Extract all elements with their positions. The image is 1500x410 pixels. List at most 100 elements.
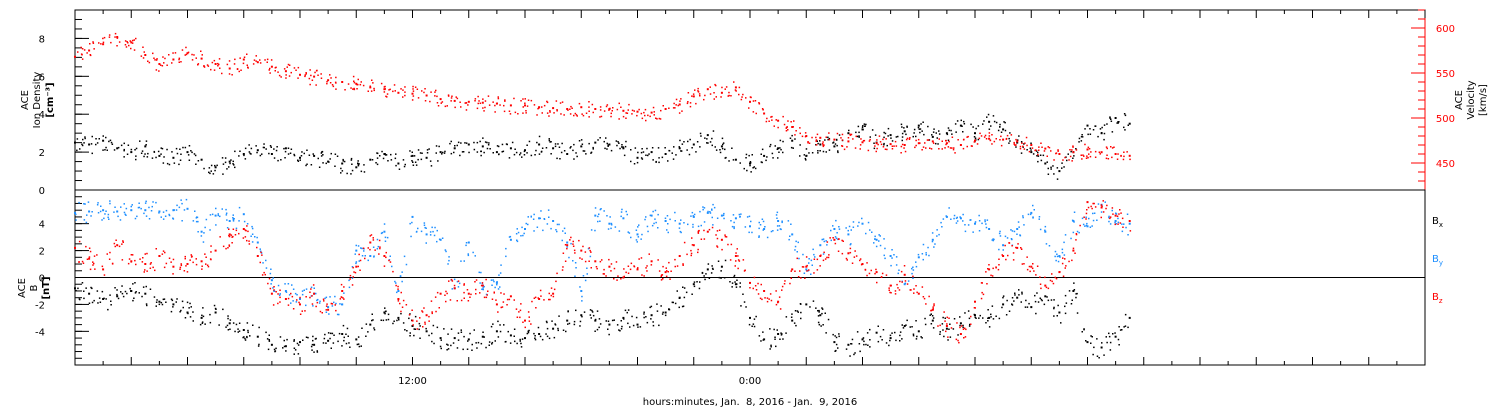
series-dot-bx	[882, 329, 885, 331]
data-point-bx	[383, 311, 386, 314]
series-dot-by	[751, 231, 753, 234]
series-dot-bz	[431, 312, 433, 315]
series-dot-velocity	[631, 109, 634, 112]
series-dot-ion-density	[208, 167, 211, 169]
series-dot-velocity	[1075, 149, 1078, 151]
series-dot-bx	[988, 326, 991, 328]
series-dot-bz	[904, 280, 907, 282]
series-dot-by	[1104, 201, 1106, 203]
series-dot-by	[1111, 209, 1113, 212]
series-dot-bx	[98, 297, 101, 299]
series-dot-velocity	[1038, 149, 1040, 151]
data-point-bx	[200, 316, 203, 319]
series-dot-bx	[899, 340, 901, 342]
series-dot-bx	[745, 306, 747, 308]
series-dot-bz	[610, 270, 612, 272]
series-dot-bz	[790, 270, 792, 272]
series-dot-bx	[1101, 342, 1103, 344]
series-dot-bz	[299, 313, 302, 315]
series-dot-velocity	[172, 52, 174, 54]
series-dot-ion-density	[342, 158, 344, 161]
series-dot-ion-density	[1000, 131, 1003, 133]
series-dot-by	[217, 213, 219, 215]
series-dot-velocity	[184, 54, 186, 56]
series-dot-bx	[1060, 322, 1062, 324]
series-dot-bx	[293, 340, 295, 342]
series-dot-ion-density	[519, 153, 521, 156]
series-dot-bz	[108, 258, 111, 260]
series-dot-bz	[1029, 270, 1031, 273]
series-dot-bx	[182, 306, 184, 309]
data-point-velocity	[355, 82, 358, 85]
data-point-bx	[397, 316, 400, 319]
series-dot-bz	[570, 236, 572, 239]
series-dot-ion-density	[581, 143, 584, 145]
series-dot-by	[232, 217, 234, 219]
series-dot-ion-density	[1053, 173, 1055, 175]
series-dot-velocity	[295, 69, 297, 71]
series-dot-velocity	[492, 101, 494, 103]
data-point-bz	[538, 298, 541, 300]
data-point-bz	[608, 265, 611, 268]
series-dot-ion-density	[920, 123, 922, 125]
series-dot-velocity	[662, 105, 664, 107]
data-point-bz	[284, 298, 287, 300]
series-dot-by	[1109, 223, 1112, 225]
series-dot-velocity	[727, 95, 729, 97]
series-dot-bx	[155, 305, 157, 307]
series-dot-ion-density	[1084, 128, 1086, 130]
series-dot-velocity	[966, 136, 968, 138]
series-dot-ion-density	[1017, 139, 1019, 141]
series-dot-bx	[557, 327, 559, 330]
series-dot-bx	[419, 337, 421, 339]
series-dot-ion-density	[528, 140, 531, 143]
series-dot-by	[603, 210, 605, 212]
series-dot-bx	[155, 301, 158, 303]
series-dot-velocity	[290, 71, 292, 74]
series-dot-velocity	[509, 113, 512, 115]
series-dot-by	[587, 247, 590, 250]
series-dot-bz	[784, 280, 786, 282]
series-dot-bx	[229, 328, 231, 330]
series-dot-ion-density	[141, 150, 144, 152]
series-dot-bx	[863, 343, 865, 346]
series-dot-ion-density	[113, 149, 116, 151]
series-dot-bx	[736, 279, 738, 281]
data-point-bx	[1002, 303, 1005, 306]
data-point-bx	[1030, 306, 1033, 309]
data-point-bx	[566, 319, 569, 322]
series-dot-ion-density	[754, 167, 757, 170]
data-point-by	[299, 298, 301, 300]
series-dot-ion-density	[83, 142, 85, 144]
series-dot-velocity	[728, 94, 730, 97]
series-dot-velocity	[89, 43, 91, 45]
series-dot-velocity	[1110, 146, 1112, 148]
series-dot-ion-density	[299, 159, 301, 161]
series-dot-bz	[310, 288, 312, 290]
series-dot-by	[566, 246, 568, 248]
series-dot-bx	[492, 323, 494, 325]
series-dot-bz	[207, 265, 210, 268]
series-dot-by	[598, 213, 600, 215]
series-dot-ion-density	[273, 148, 275, 150]
series-dot-bz	[1039, 276, 1041, 278]
series-dot-bz	[1031, 267, 1034, 270]
series-dot-by	[878, 240, 880, 242]
series-dot-bx	[881, 339, 883, 341]
series-dot-by	[254, 236, 256, 238]
series-dot-by	[145, 215, 148, 217]
series-dot-by	[1006, 237, 1009, 239]
series-dot-bz	[662, 278, 664, 280]
data-point-bx	[861, 338, 864, 341]
series-dot-velocity	[108, 36, 111, 38]
series-dot-velocity	[877, 143, 879, 146]
series-dot-ion-density	[961, 125, 963, 127]
series-dot-bz	[331, 303, 334, 305]
series-dot-by	[959, 216, 961, 218]
series-dot-by	[620, 211, 623, 213]
data-point-ion-density	[974, 132, 976, 135]
series-dot-bx	[1096, 338, 1098, 340]
series-dot-ion-density	[330, 152, 332, 155]
data-point-velocity	[566, 108, 569, 110]
series-dot-bx	[782, 338, 784, 340]
